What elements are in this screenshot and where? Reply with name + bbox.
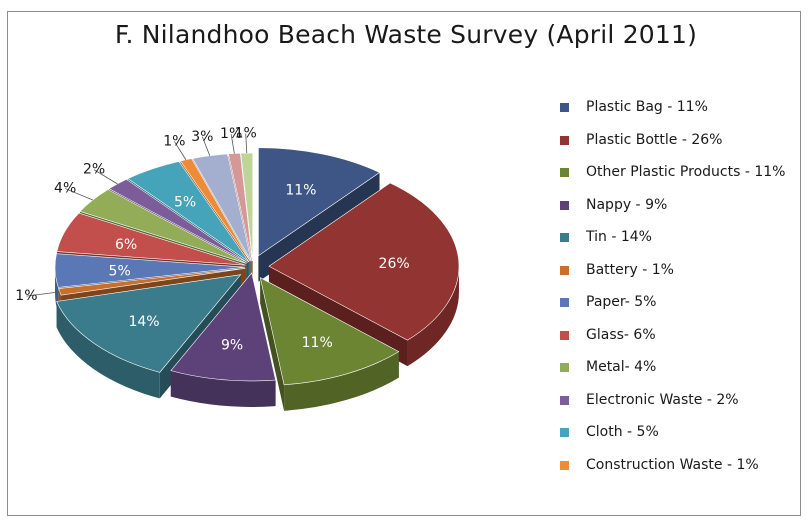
legend-swatch — [560, 460, 569, 470]
legend-item-plastic-bag-11: Plastic Bag - 11% — [560, 99, 805, 132]
legend-swatch — [560, 265, 569, 275]
slice-rim-plastic-bottle-26 — [407, 266, 459, 367]
legend-label: Plastic Bag - 11% — [586, 99, 708, 115]
data-label-construction-waste-1: 1% — [163, 133, 185, 149]
leader-line-metal-4 — [64, 188, 93, 201]
slice-paper-5 — [54, 253, 246, 288]
legend-label: Glass- 6% — [586, 326, 656, 343]
legend-label: Cloth - 5% — [586, 424, 659, 440]
data-label-plastic-bag-11: 11% — [285, 183, 316, 199]
data-label-battery-1: 1% — [15, 288, 37, 304]
legend-label: Electronic Waste - 2% — [586, 391, 739, 408]
legend-label: Other Plastic Products - 11% — [586, 164, 786, 180]
slice-plastic-bottle-26 — [268, 182, 460, 341]
data-label-glass-6: 6% — [115, 237, 137, 253]
slice-slice-13 — [228, 152, 253, 262]
chart-title: F. Nilandhoo Beach Waste Survey (April 2… — [114, 20, 698, 49]
slice-rim-nappy-9 — [170, 370, 276, 407]
legend-swatch — [560, 363, 569, 372]
slice-plastic-bag-11 — [258, 147, 381, 257]
leader-line-slice-14 — [245, 133, 248, 154]
data-label-paper-5: 5% — [109, 263, 131, 279]
data-label-metal-4: 4% — [54, 181, 76, 197]
slice-metal-4 — [79, 189, 247, 264]
pie-labels: 11%26%11%9%14%1%5%6%4%2%5%1% 3% 1%1% — [15, 126, 409, 354]
leader-line-electronic-waste-2 — [93, 169, 118, 185]
slice-battery-1 — [58, 268, 246, 296]
slice-cloth-5 — [127, 161, 250, 263]
data-label-slice-12: 3% — [191, 129, 213, 145]
legend-item-paper-5: Paper- 5% — [560, 294, 805, 327]
legend-item-construction-waste-1: Construction Waste - 1% — [560, 457, 805, 490]
slice-rim-other-plastic-products-11 — [284, 351, 399, 411]
legend-label: Metal- 4% — [586, 359, 657, 375]
legend-swatch — [560, 233, 569, 242]
leader-line-construction-waste-1 — [174, 141, 187, 160]
legend-item-metal-4: Metal- 4% — [560, 359, 805, 392]
legend-label: Construction Waste - 1% — [586, 456, 759, 473]
legend-item-cloth-5: Cloth - 5% — [560, 424, 805, 457]
legend-label: Tin - 14% — [586, 229, 652, 245]
legend-item-battery-1: Battery - 1% — [560, 262, 805, 295]
legend-swatch — [560, 103, 569, 112]
legend-swatch — [560, 428, 569, 437]
data-label-other-plastic-products-11: 11% — [302, 335, 333, 351]
leader-line-slice-12 — [201, 136, 211, 156]
legend-item-plastic-bottle-26: Plastic Bottle - 26% — [560, 132, 805, 165]
data-label-tin-14: 14% — [128, 314, 159, 330]
legend-item-glass-6: Glass- 6% — [560, 327, 805, 360]
data-label-slice-14: 1% — [235, 126, 257, 142]
legend-swatch — [560, 200, 569, 210]
pie-tops — [54, 147, 460, 386]
data-label-plastic-bottle-26: 26% — [379, 256, 410, 272]
legend-label: Paper- 5% — [586, 294, 657, 310]
slice-nappy-9 — [170, 272, 276, 382]
slice-rim-tin-14 — [56, 301, 160, 399]
legend-item-tin-14: Tin - 14% — [560, 229, 805, 262]
data-label-slice-13: 1% — [220, 126, 242, 142]
leader-line-slice-13 — [230, 134, 235, 154]
data-label-nappy-9: 9% — [221, 337, 243, 353]
legend-item-other-plastic-products-11: Other Plastic Products - 11% — [560, 164, 805, 197]
slice-tin-14 — [56, 274, 242, 373]
legend-swatch — [560, 395, 569, 405]
slice-other-plastic-products-11 — [259, 277, 400, 386]
legend-item-nappy-9: Nappy - 9% — [560, 197, 805, 230]
slice-electronic-waste-2 — [108, 179, 248, 263]
data-label-electronic-waste-2: 2% — [83, 162, 105, 178]
legend-swatch — [560, 135, 569, 145]
legend-swatch — [560, 168, 569, 177]
legend-label: Battery - 1% — [586, 261, 674, 278]
legend-swatch — [560, 298, 569, 307]
legend-label: Plastic Bottle - 26% — [586, 131, 723, 148]
legend-label: Nappy - 9% — [586, 196, 668, 213]
leader-line-battery-1 — [26, 291, 60, 297]
legend: Plastic Bag - 11% Plastic Bottle - 26% Oth… — [560, 99, 805, 489]
slice-glass-6 — [56, 212, 246, 266]
data-label-cloth-5: 5% — [174, 194, 196, 210]
slice-construction-waste-1 — [179, 158, 251, 262]
slice-slice-14 — [240, 152, 254, 262]
legend-swatch — [560, 330, 569, 340]
slice-wall-other-plastic-products-11-1 — [260, 277, 285, 411]
legend-item-electronic-waste-2: Electronic Waste - 2% — [560, 392, 805, 425]
